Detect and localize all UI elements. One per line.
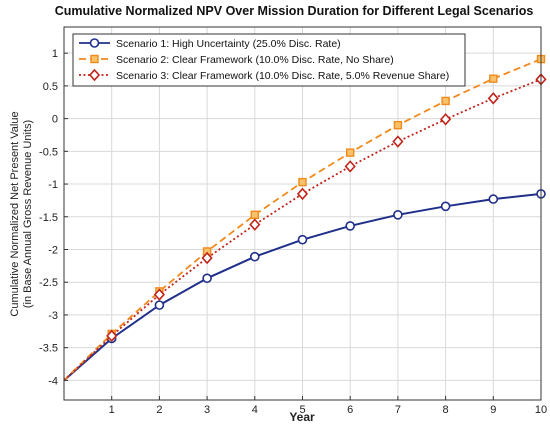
series-3: [63, 73, 547, 382]
x-tick-label: 7: [395, 404, 401, 416]
x-tick-label: 1: [109, 404, 115, 416]
y-tick-label: 0.5: [43, 81, 58, 93]
series-1-point: [488, 194, 499, 204]
series-1-point: [202, 273, 212, 284]
legend-marker-scenario-3: [88, 68, 101, 82]
y-tick-label: -2: [48, 244, 58, 256]
x-tick-label: 10: [535, 404, 547, 416]
series-3-point: [249, 218, 261, 231]
series-layer: [63, 54, 547, 382]
series-3-point: [392, 135, 404, 148]
axis-ticks: 1 2 3 4 5 6 7 8 9 10 -4 -3.5 -3 -2.5 -2 -1.5 -1 -0.5 0 0.5 1: [39, 48, 547, 416]
y-axis-label: Cumulative Normalized Net Present Value: [9, 111, 21, 316]
y-tick-label: -2.5: [39, 277, 58, 289]
series-3-point: [153, 288, 165, 301]
legend-label-scenario-1: Scenario 1: High Uncertainty (25.0% Disc…: [116, 38, 341, 50]
x-axis-label: Year: [289, 410, 315, 424]
legend-box: [72, 33, 466, 87]
series-1-point: [345, 221, 356, 231]
series-1-point: [393, 210, 403, 220]
x-tick-label: 5: [299, 404, 305, 416]
series-2-point: [393, 120, 403, 130]
y-tick-label: 0: [52, 114, 58, 126]
series-3-point: [344, 160, 356, 173]
x-tick-label: 3: [204, 404, 210, 416]
legend-marker-scenario-1: [89, 38, 100, 48]
y-tick-label: -4: [48, 375, 58, 387]
y-tick-label: -1.5: [39, 212, 58, 224]
y-tick-label: -1: [48, 179, 58, 191]
y-tick-label: -3.5: [39, 343, 58, 355]
x-tick-label: 4: [252, 404, 258, 416]
legend: Scenario 1: High Uncertainty (25.0% Disc…: [72, 33, 466, 87]
chart-title: Cumulative Normalized NPV Over Mission D…: [55, 4, 534, 18]
x-tick-label: 9: [490, 404, 496, 416]
y-axis-label-group: Cumulative Normalized Net Present Value …: [9, 111, 34, 316]
legend-label-scenario-2: Scenario 2: Clear Framework (10.0% Disc.…: [116, 54, 394, 66]
series-2-point: [298, 177, 307, 187]
series-2-point: [346, 148, 355, 157]
series-3-point: [440, 113, 452, 126]
series-1-point: [440, 201, 451, 212]
series-2-point: [489, 74, 498, 83]
legend-label-scenario-3: Scenario 3: Clear Framework (10.0% Disc.…: [116, 70, 449, 82]
series-3-point: [201, 251, 213, 265]
series-1: [63, 189, 546, 382]
y-tick-label: -0.5: [39, 146, 58, 158]
x-tick-label: 2: [156, 404, 162, 416]
x-tick-label: 6: [347, 404, 353, 416]
y-tick-label: 1: [52, 48, 58, 60]
series-2-point: [441, 96, 450, 106]
series-3-point: [296, 187, 309, 201]
series-3-point: [106, 329, 118, 343]
y-tick-label: -3: [48, 310, 58, 322]
legend-marker-scenario-2: [90, 54, 99, 64]
series-1-point: [297, 234, 308, 245]
x-tick-label: 8: [443, 404, 449, 416]
y-axis-label-units: (in Base Annual Gross Revenue Units): [22, 120, 34, 308]
series-1-point: [250, 251, 260, 262]
series-2-point: [250, 210, 260, 220]
series-3-point: [487, 92, 499, 105]
series-1-point: [154, 300, 165, 310]
